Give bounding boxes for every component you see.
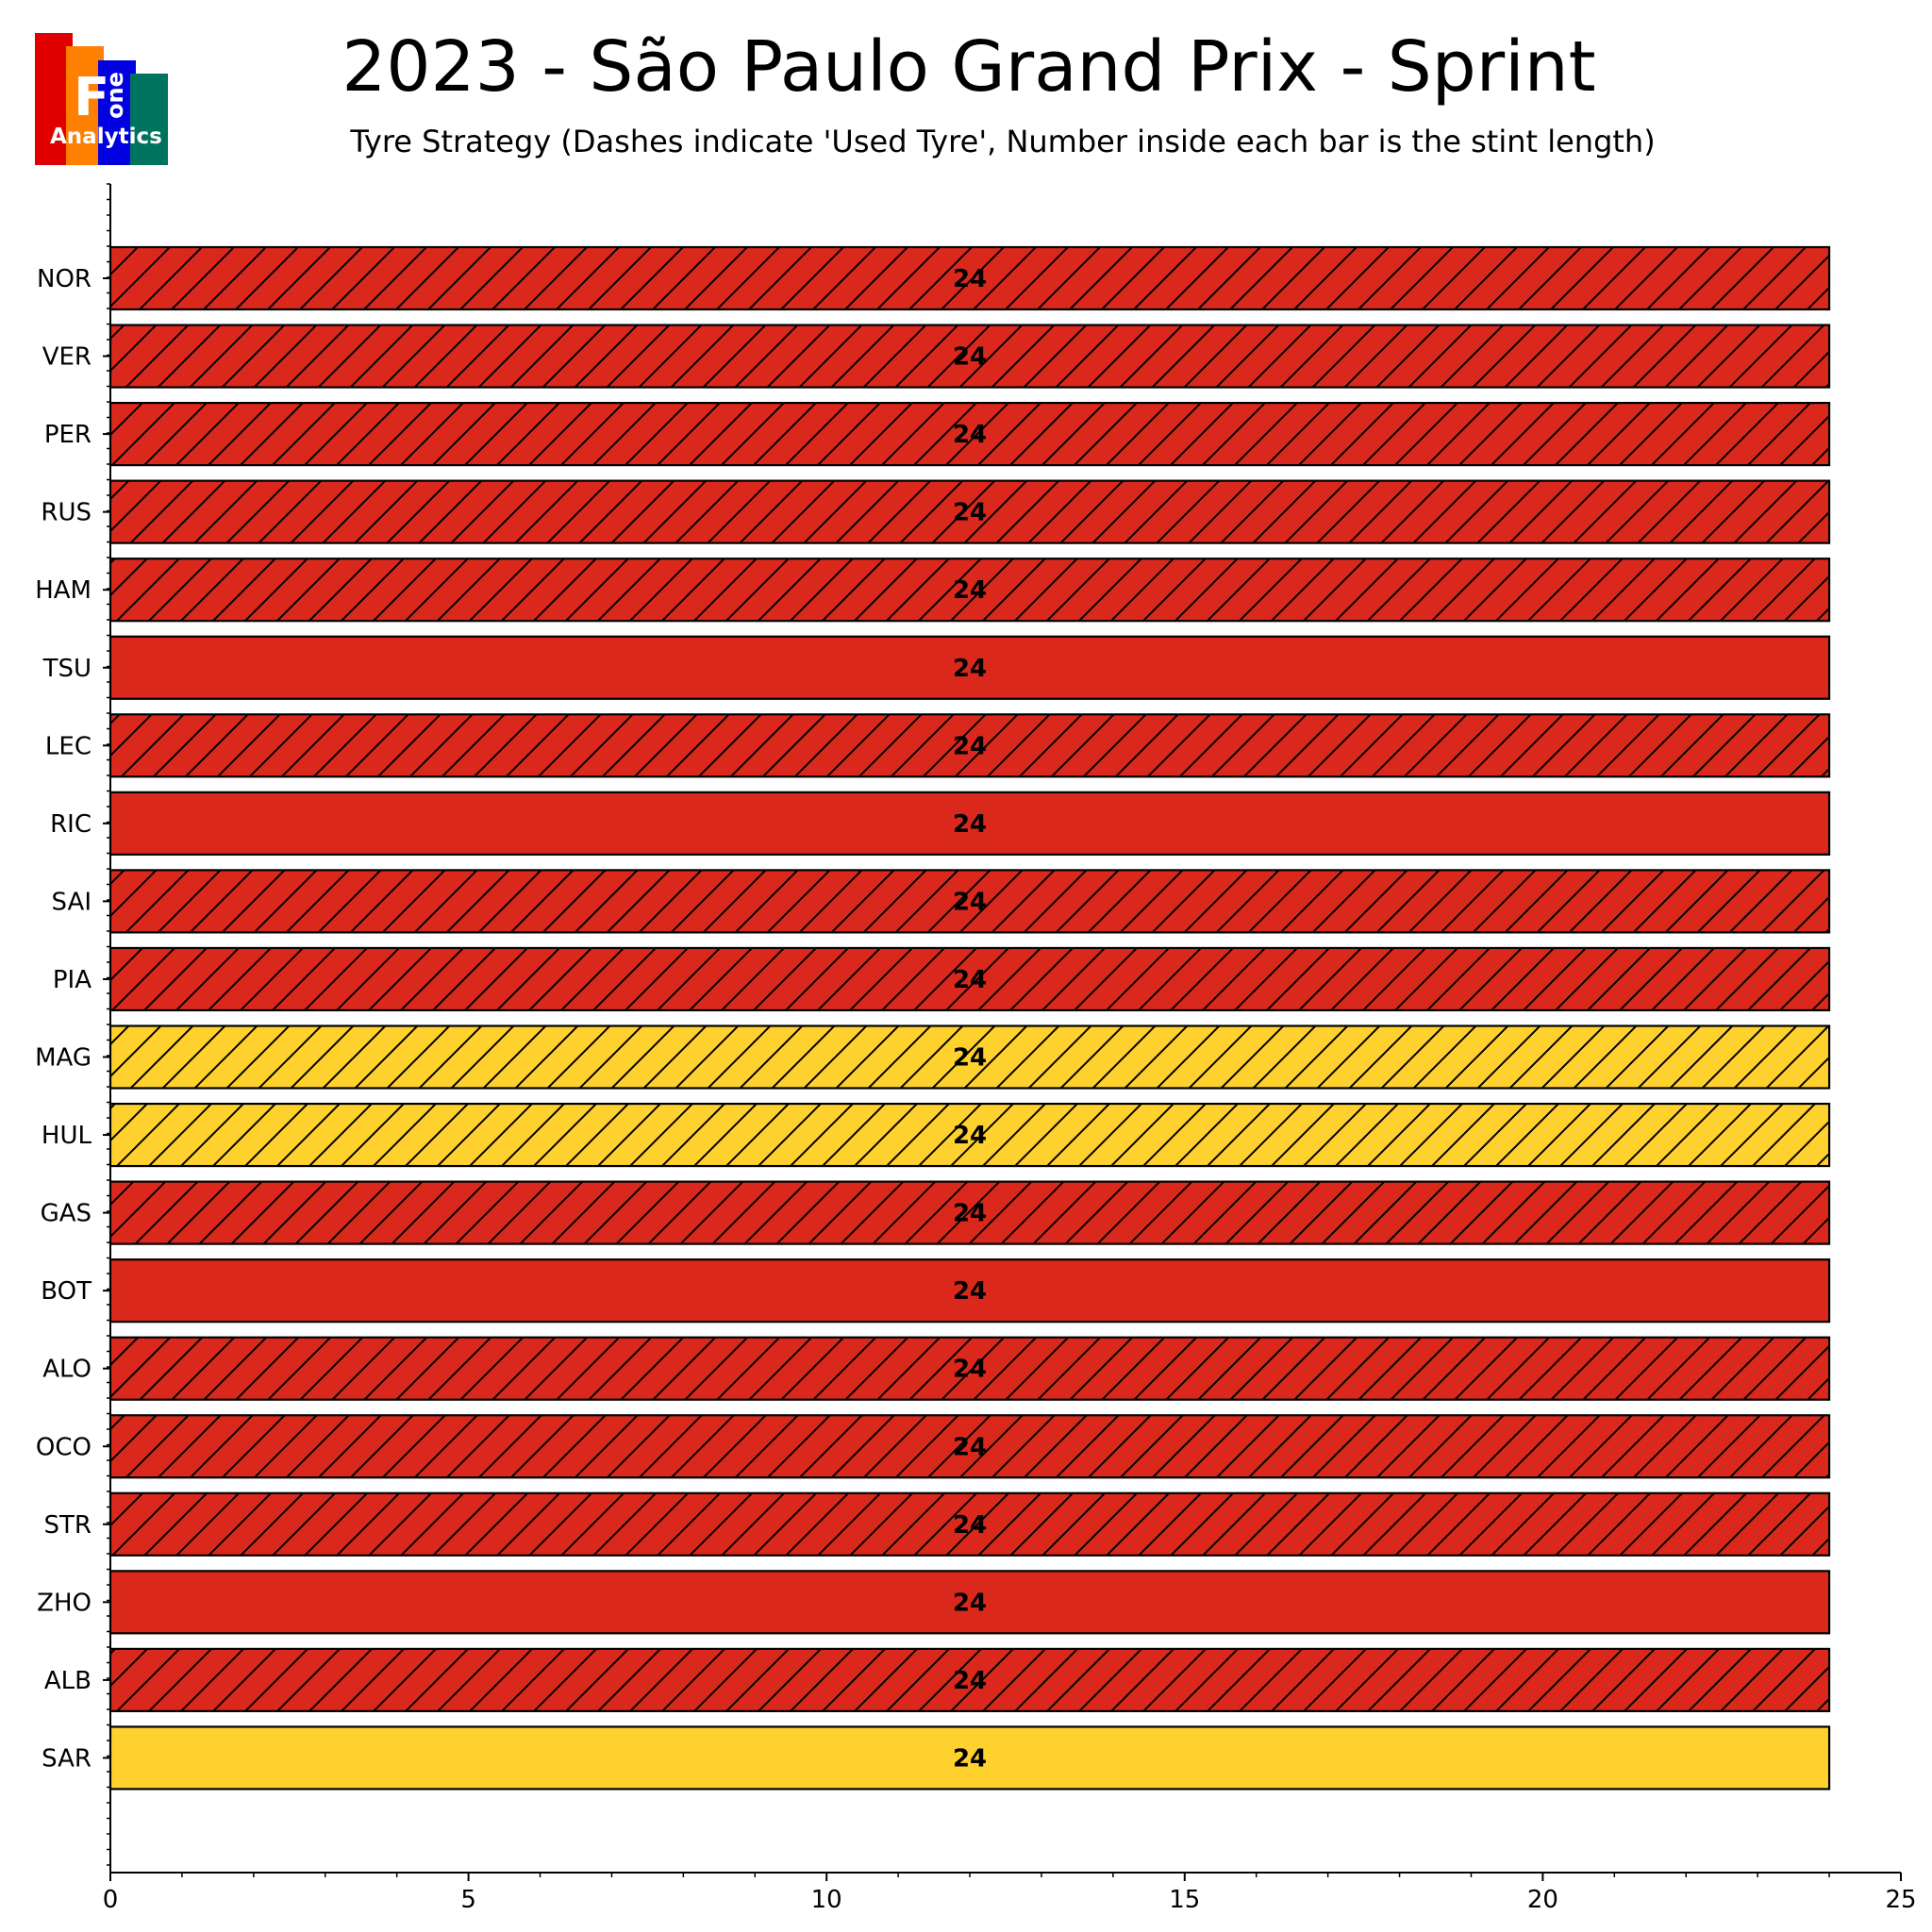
stint-length-label: 24 <box>953 1744 987 1773</box>
driver-row-zho: 24 <box>108 1570 1831 1635</box>
driver-row-bot: 24 <box>108 1258 1831 1324</box>
y-tick-label: NOR <box>37 265 92 293</box>
stint-length-label: 24 <box>953 343 987 372</box>
driver-row-ric: 24 <box>108 791 1831 856</box>
logo-block-orange <box>66 46 104 165</box>
x-tick-label: 5 <box>460 1886 476 1914</box>
stint-length-label: 24 <box>953 810 987 839</box>
stint-bar <box>110 1259 1830 1323</box>
stint-bar <box>110 636 1830 699</box>
used-tyre-hatch <box>110 947 1830 1010</box>
y-tick-label: ZHO <box>37 1589 92 1617</box>
y-tick-label: OCO <box>36 1433 92 1461</box>
used-tyre-hatch <box>110 403 1830 466</box>
y-tick-label: HUL <box>42 1122 92 1150</box>
x-tick-label: 20 <box>1527 1886 1558 1914</box>
chart-subtitle: Tyre Strategy (Dashes indicate 'Used Tyr… <box>349 124 1655 159</box>
used-tyre-hatch <box>110 1181 1830 1244</box>
y-tick-label: HAM <box>35 576 92 605</box>
x-axis: 0 5 10 15 20 25 <box>103 1872 1917 1914</box>
y-tick-label: RUS <box>41 499 92 527</box>
logo-letter: F <box>74 67 109 128</box>
driver-row-sar: 24 <box>108 1725 1831 1790</box>
y-tick-label: SAR <box>42 1744 92 1773</box>
stint-length-label: 24 <box>953 1589 987 1617</box>
stint-length-label: 24 <box>953 576 987 605</box>
y-tick-label: ALO <box>42 1356 92 1384</box>
driver-row-mag: 24 <box>108 1024 1831 1090</box>
bars-layer: 24 24 24 24 24 24 24 24 24 24 24 24 24 24 24 24 24 24 24 24 <box>108 245 1831 1790</box>
stint-length-label: 24 <box>953 1200 987 1228</box>
x-tick-label: 25 <box>1885 1886 1916 1914</box>
y-tick-label: PIA <box>53 966 92 994</box>
y-tick-label: RIC <box>50 810 92 839</box>
used-tyre-hatch <box>110 247 1830 309</box>
used-tyre-hatch <box>110 870 1830 933</box>
chart-title: 2023 - São Paulo Grand Prix - Sprint <box>341 26 1595 108</box>
y-tick-label: STR <box>44 1511 92 1540</box>
x-tick-label: 0 <box>103 1886 119 1914</box>
driver-row-rus: 24 <box>108 479 1831 544</box>
driver-row-hul: 24 <box>108 1102 1831 1168</box>
y-tick-label: TSU <box>42 655 92 683</box>
used-tyre-hatch <box>110 714 1830 777</box>
stint-length-label: 24 <box>953 499 987 527</box>
y-tick-label: LEC <box>45 732 92 760</box>
stint-length-label: 24 <box>953 966 987 994</box>
used-tyre-hatch <box>110 480 1830 543</box>
x-tick-label: 15 <box>1169 1886 1200 1914</box>
stint-length-label: 24 <box>953 1122 987 1150</box>
driver-row-alb: 24 <box>108 1647 1831 1713</box>
stint-length-label: 24 <box>953 1277 987 1306</box>
stint-length-label: 24 <box>953 1511 987 1540</box>
logo-bottom-text: Analytics <box>50 125 162 149</box>
stint-bar <box>110 1726 1830 1790</box>
y-tick-label: VER <box>42 343 92 372</box>
stint-length-label: 24 <box>953 655 987 683</box>
stint-length-label: 24 <box>953 1667 987 1695</box>
stint-bar <box>110 791 1830 855</box>
used-tyre-hatch <box>110 325 1830 388</box>
stint-length-label: 24 <box>953 1044 987 1073</box>
used-tyre-hatch <box>110 1337 1830 1400</box>
y-tick-label: BOT <box>41 1277 92 1306</box>
driver-row-str: 24 <box>108 1491 1831 1557</box>
driver-row-nor: 24 <box>108 245 1831 311</box>
y-tick-label: ALB <box>44 1667 92 1695</box>
stint-length-label: 24 <box>953 421 987 449</box>
logo-block-green <box>130 74 168 165</box>
driver-row-tsu: 24 <box>108 635 1831 700</box>
y-tick-label: SAI <box>52 888 92 916</box>
used-tyre-hatch <box>110 1104 1830 1167</box>
driver-row-ver: 24 <box>108 324 1831 389</box>
driver-row-per: 24 <box>108 402 1831 467</box>
driver-row-pia: 24 <box>108 946 1831 1012</box>
x-tick-label: 10 <box>811 1886 842 1914</box>
y-axis: NOR VER PER RUS HAM TSU LEC RIC SAI PIA MAG HUL GAS B… <box>35 183 111 1873</box>
used-tyre-hatch <box>110 1025 1830 1089</box>
driver-row-ham: 24 <box>108 558 1831 623</box>
logo-block-blue <box>98 60 136 165</box>
used-tyre-hatch <box>110 1648 1830 1711</box>
driver-row-lec: 24 <box>108 713 1831 778</box>
used-tyre-hatch <box>110 558 1830 622</box>
driver-row-gas: 24 <box>108 1180 1831 1245</box>
stint-length-label: 24 <box>953 1433 987 1461</box>
driver-row-oco: 24 <box>108 1414 1831 1479</box>
driver-row-alo: 24 <box>108 1336 1831 1401</box>
brand-logo: F one Analytics <box>35 33 168 165</box>
stint-bar <box>110 1571 1830 1634</box>
y-tick-label: GAS <box>41 1200 92 1228</box>
logo-side-text: one <box>102 72 128 119</box>
used-tyre-hatch <box>110 1492 1830 1556</box>
stint-length-label: 24 <box>953 888 987 916</box>
stint-length-label: 24 <box>953 265 987 293</box>
driver-row-sai: 24 <box>108 869 1831 934</box>
stint-length-label: 24 <box>953 732 987 760</box>
y-tick-label: MAG <box>35 1044 92 1073</box>
used-tyre-hatch <box>110 1415 1830 1478</box>
stint-length-label: 24 <box>953 1356 987 1384</box>
y-tick-label: PER <box>44 421 92 449</box>
